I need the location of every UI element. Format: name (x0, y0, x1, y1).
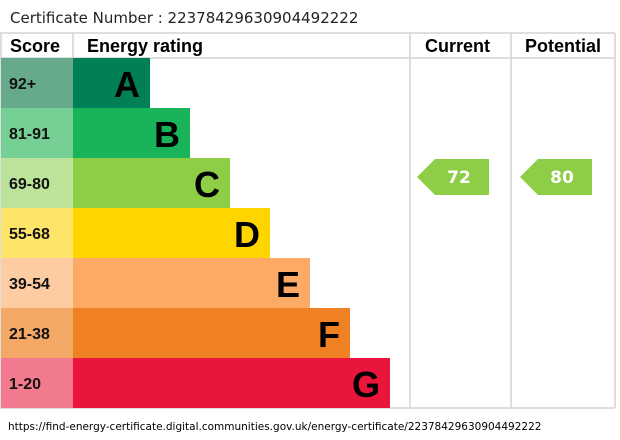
header-energy-rating: Energy rating (87, 36, 203, 56)
rating-bar (73, 158, 230, 208)
certificate-number: Certificate Number : 2237842963090449222… (10, 9, 358, 27)
rating-bar (73, 208, 270, 258)
rating-letter: E (276, 264, 300, 305)
score-cell (1, 58, 73, 108)
score-range: 92+ (9, 76, 36, 93)
current-value: 72 (447, 168, 471, 188)
rating-letter: D (234, 214, 260, 255)
rating-bar (73, 308, 350, 358)
score-range: 1-20 (9, 376, 41, 393)
rating-letter: B (154, 114, 180, 155)
footer-url[interactable]: https://find-energy-certificate.digital.… (8, 421, 541, 433)
band-f: 21-38 F (1, 308, 350, 358)
band-e: 39-54 E (1, 258, 310, 308)
rating-bar (73, 258, 310, 308)
header-potential: Potential (525, 36, 601, 56)
current-rating-arrow: 72 (417, 159, 489, 195)
score-cell (1, 308, 73, 358)
potential-rating-arrow: 80 (520, 159, 592, 195)
score-range: 69-80 (9, 176, 50, 193)
band-d: 55-68 D (1, 208, 270, 258)
score-range: 39-54 (9, 276, 50, 293)
score-range: 21-38 (9, 326, 50, 343)
score-cell (1, 208, 73, 258)
score-cell (1, 258, 73, 308)
rating-letter: C (194, 164, 220, 205)
score-cell (1, 158, 73, 208)
band-c: 69-80 C (1, 158, 230, 208)
score-range: 55-68 (9, 226, 50, 243)
rating-letter: F (318, 314, 340, 355)
header-current: Current (425, 36, 490, 56)
header-score: Score (10, 36, 60, 56)
score-cell (1, 358, 73, 408)
rating-bar (73, 108, 190, 158)
rating-letter: A (114, 64, 140, 105)
rating-bar (73, 58, 150, 108)
band-g: 1-20 G (1, 358, 390, 408)
band-a: 92+ A (1, 58, 150, 108)
band-b: 81-91 B (1, 108, 190, 158)
score-cell (1, 108, 73, 158)
rating-bar (73, 358, 390, 408)
score-range: 81-91 (9, 126, 50, 143)
potential-value: 80 (550, 168, 574, 188)
rating-letter: G (352, 364, 380, 405)
